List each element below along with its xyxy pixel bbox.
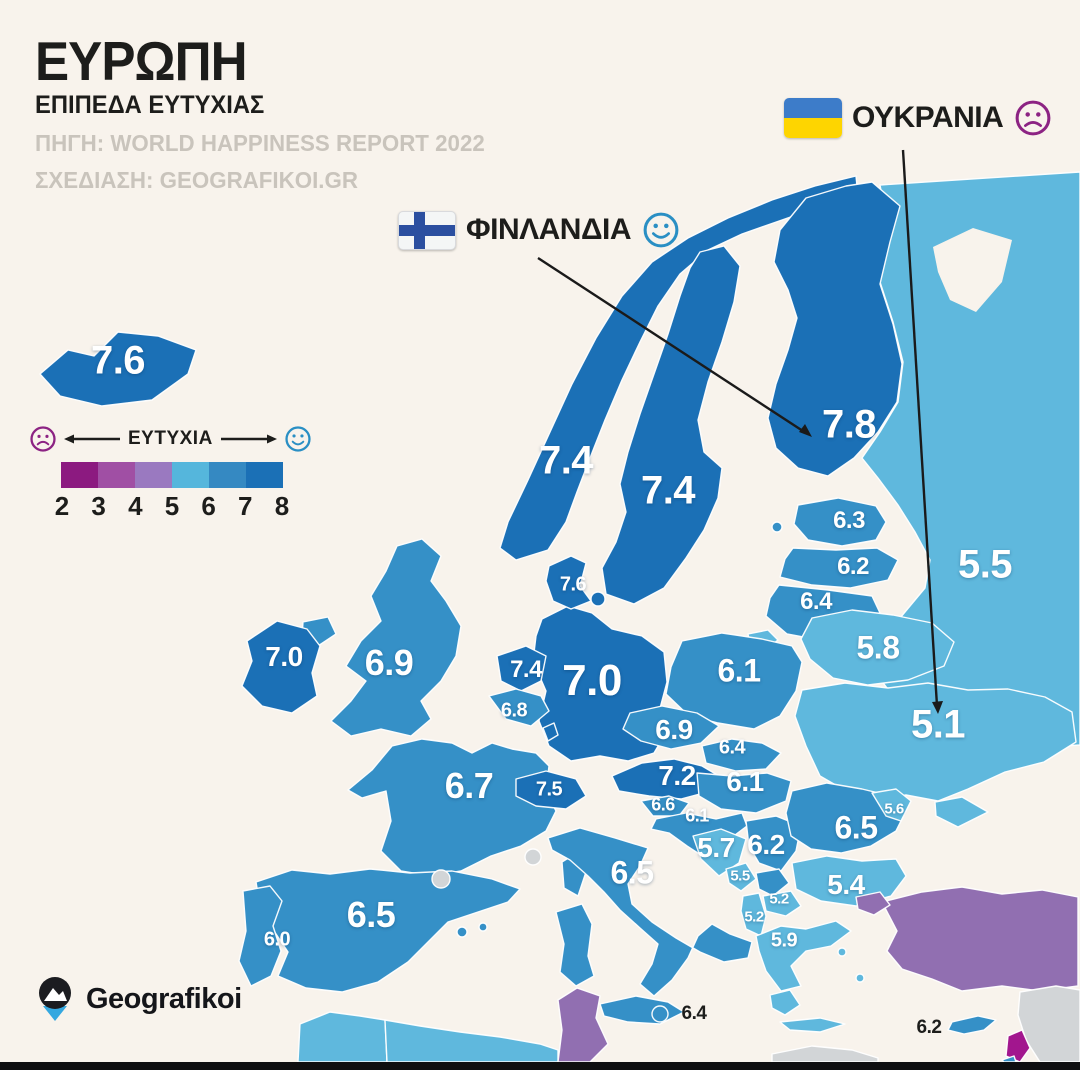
country-estonia: [793, 497, 887, 547]
country-slovenia: [640, 795, 690, 817]
white-sea: [933, 228, 1012, 312]
country-belarus: [800, 609, 955, 686]
country-hungary: [696, 772, 792, 814]
country-luxembourg: [542, 722, 559, 742]
happy-face-icon: [285, 426, 311, 452]
legend-tick: 8: [274, 491, 290, 521]
scale-segment-2-3: [61, 462, 98, 488]
finland-flag-icon: [398, 210, 456, 250]
country-latvia: [779, 547, 899, 589]
legend-tick: 7: [238, 491, 253, 521]
legend-title-row: ΕΥΤΥΧΙΑ: [28, 424, 318, 454]
bottom-strip: [0, 1062, 1080, 1070]
finland-pointer-line: [537, 256, 812, 437]
source-line: ΠΗΓΗ: WORLD HAPPINESS REPORT 2022: [35, 130, 485, 156]
sad-face-icon: [30, 426, 56, 452]
credit-line: ΣΧΕΔΙΑΣΗ: GEOGRAFIKOI.GR: [35, 167, 358, 193]
estonian-island: [771, 521, 783, 533]
scale-segment-3-4: [98, 462, 135, 488]
turkish-thrace: [855, 891, 891, 916]
country-belgium: [488, 688, 550, 727]
ukraine-pointer-line: [901, 149, 943, 714]
crimea: [934, 796, 989, 828]
country-france: [347, 738, 557, 877]
ukraine-callout-label: ΟΥΚΡΑΝΙΑ: [852, 101, 1004, 134]
finland-callout-label: ΦΙΝΛΑΝΔΙΑ: [466, 213, 632, 246]
sardinia: [555, 903, 595, 987]
legend: ΕΥΤΥΧΙΑ 2 3 4 5 6 7: [28, 424, 318, 522]
greek-island: [837, 947, 847, 957]
country-ireland: [241, 620, 321, 714]
peloponnese: [769, 989, 801, 1016]
country-portugal: [238, 885, 283, 987]
crete: [779, 1017, 846, 1033]
country-finland: [767, 181, 903, 477]
legend-tick: 5: [164, 491, 180, 521]
right-arrow-icon: [220, 434, 277, 444]
country-bosnia: [692, 828, 747, 877]
happy-face-icon: [643, 212, 679, 248]
sad-face-icon: [1015, 100, 1051, 136]
country-cyprus: [947, 1015, 997, 1035]
country-montenegro: [725, 862, 757, 892]
ukraine-callout: ΟΥΚΡΑΝΙΑ: [784, 98, 1053, 138]
danish-island: [590, 591, 606, 607]
geografikoi-logo: Geografikoi: [34, 976, 242, 1022]
country-norway: [499, 175, 859, 561]
country-italy: [547, 827, 753, 997]
country-malta: [651, 1005, 669, 1023]
ukraine-flag-icon: [784, 98, 842, 138]
left-arrow-icon: [64, 434, 120, 444]
country-lebanon: [1005, 1029, 1031, 1063]
page-title: ΕΥΡΩΠΗ: [35, 30, 248, 92]
country-united-kingdom: [330, 538, 462, 737]
country-moldova: [871, 788, 912, 822]
kosovo: [755, 868, 790, 897]
country-north-macedonia: [762, 890, 802, 917]
country-netherlands: [496, 645, 547, 692]
country-spain: [255, 868, 521, 993]
balearic-island: [456, 926, 468, 938]
greek-island: [855, 973, 865, 983]
legend-tick: 3: [91, 491, 106, 521]
country-greece: [755, 920, 852, 992]
country-tunisia: [557, 987, 609, 1063]
scale-segment-6-7: [209, 462, 246, 488]
page-subtitle: ΕΠΙΠΕΔΑ ΕΥΤΥΧΙΑΣ: [35, 91, 265, 119]
geografikoi-logo-icon: [39, 977, 71, 1021]
legend-tick: 4: [128, 491, 143, 521]
legend-title: ΕΥΤΥΧΙΑ: [128, 428, 213, 449]
andorra-dot: [431, 869, 451, 889]
country-poland: [665, 632, 803, 730]
scale-segment-4-5: [135, 462, 172, 488]
scale-segment-5-6: [172, 462, 209, 488]
country-switzerland: [515, 770, 587, 810]
country-iceland: [39, 331, 197, 407]
country-morocco: [297, 1011, 388, 1063]
header: ΕΥΡΩΠΗ ΕΠΙΠΕΔΑ ΕΥΤΥΧΙΑΣ ΠΗΓΗ: WORLD HAPP…: [35, 34, 499, 194]
legend-tick: 6: [201, 491, 216, 521]
country-serbia: [745, 815, 802, 872]
legend-tick: 2: [54, 491, 70, 521]
legend-ticks: 2 3 4 5 6 7 8: [50, 491, 294, 522]
finland-callout: ΦΙΝΛΑΝΔΙΑ: [398, 210, 681, 250]
geografikoi-logo-text: Geografikoi: [86, 982, 242, 1015]
scale-segment-7-8: [246, 462, 283, 488]
monaco-dot: [524, 848, 542, 866]
country-czechia: [622, 705, 720, 750]
legend-color-scale: [61, 462, 283, 488]
country-sweden: [601, 245, 741, 605]
country-slovakia: [701, 738, 782, 772]
balearic-island: [478, 922, 488, 932]
